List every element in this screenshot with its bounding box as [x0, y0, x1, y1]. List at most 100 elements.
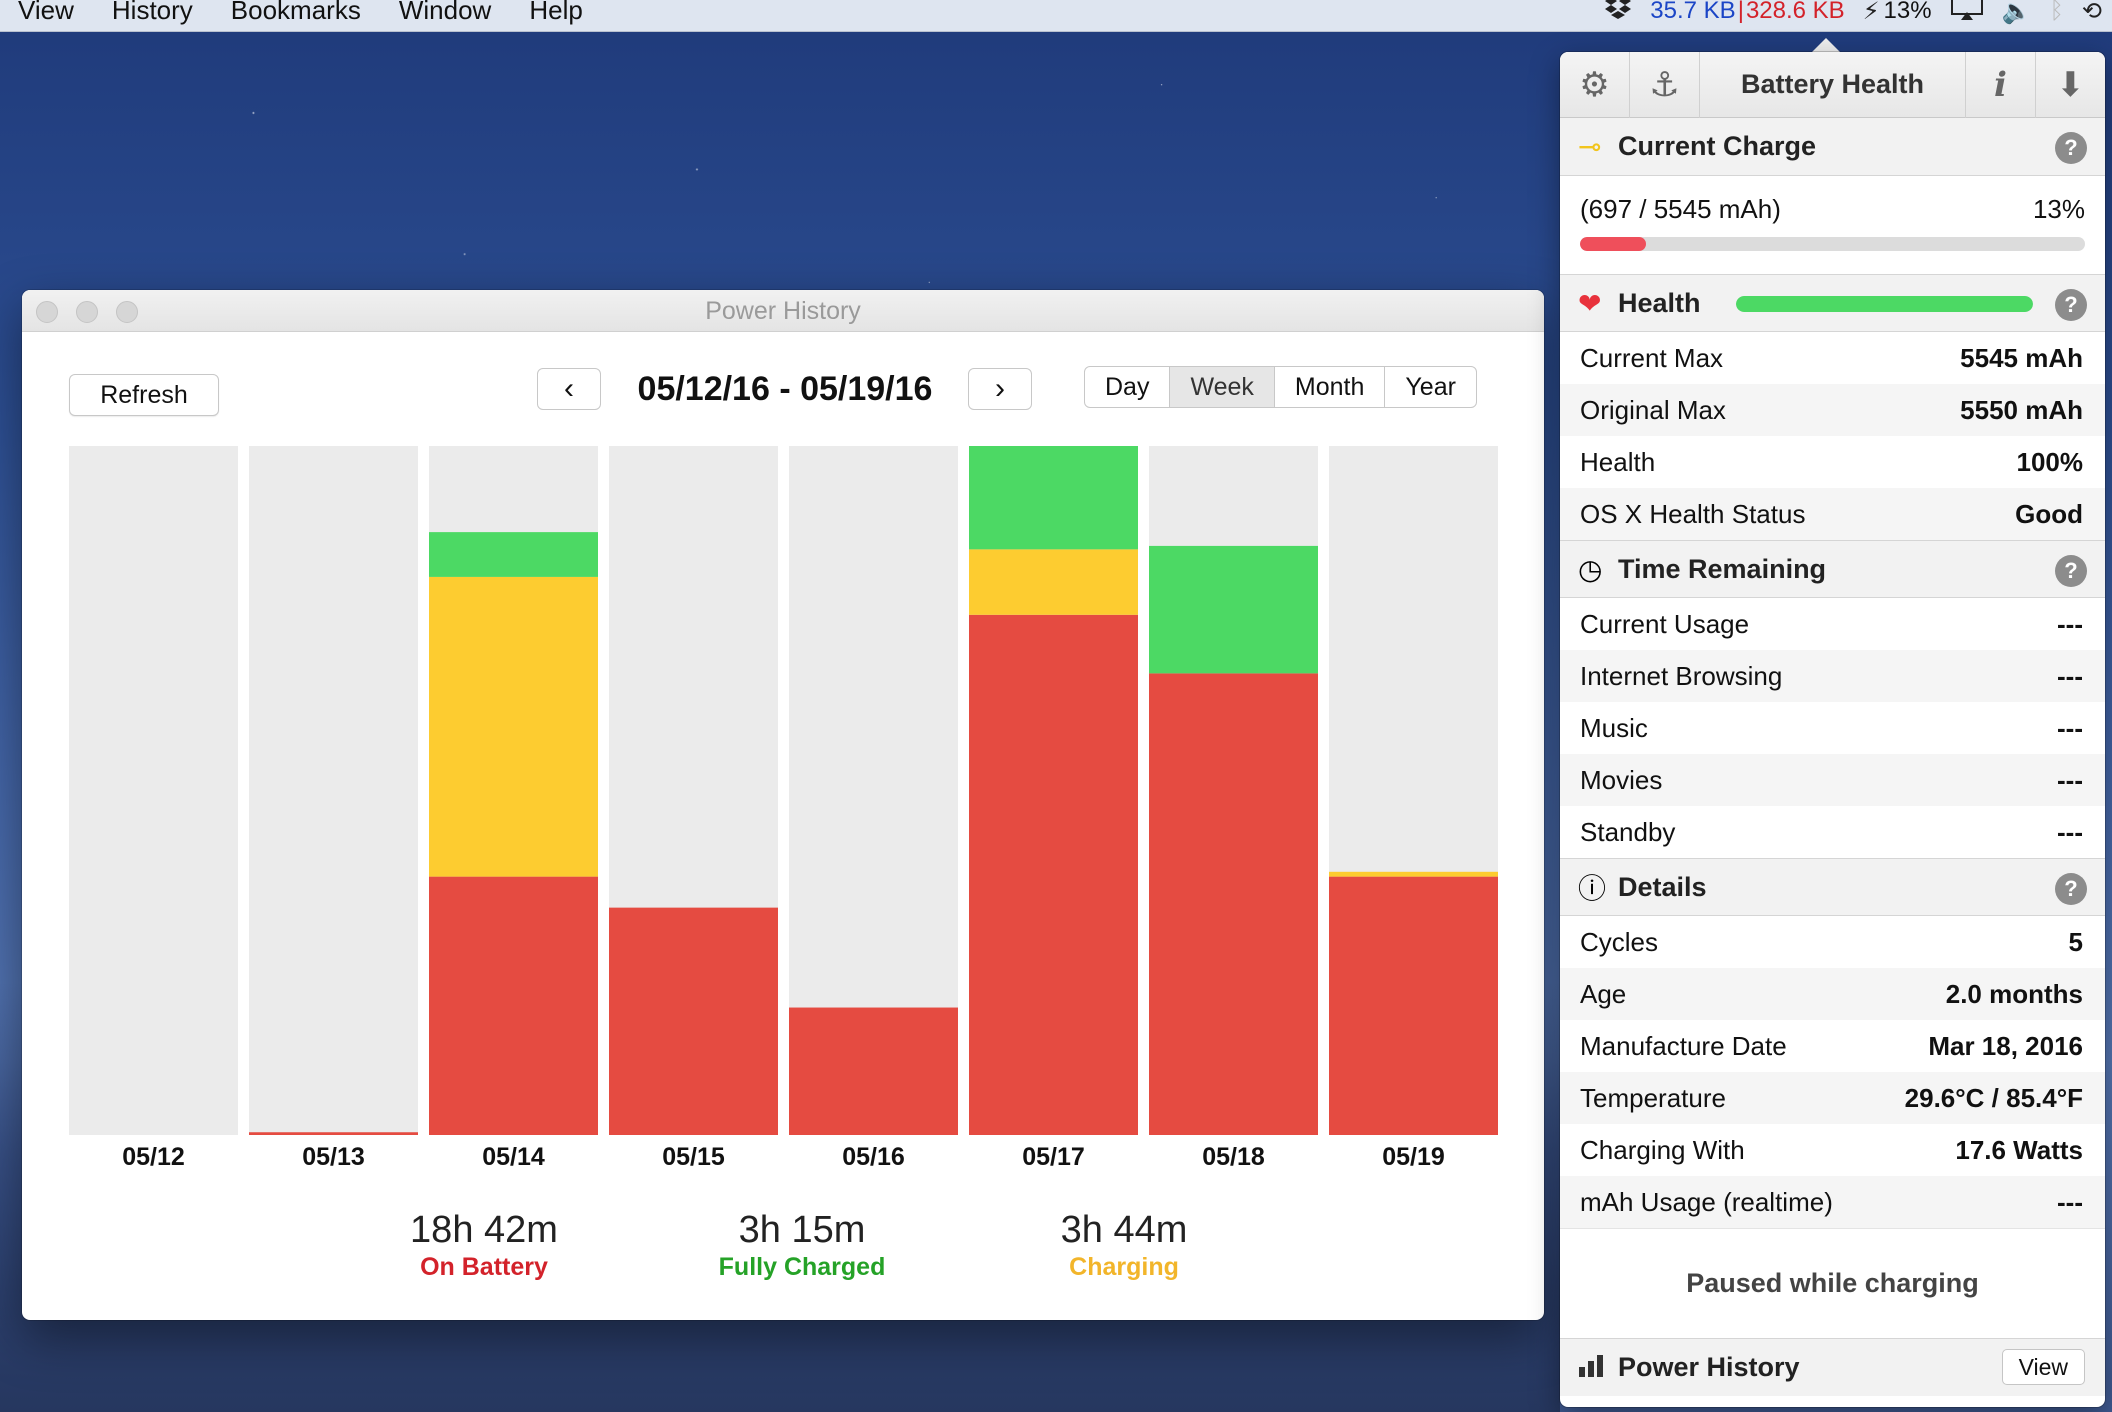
- help-icon[interactable]: ?: [2055, 555, 2087, 587]
- row-label: Original Max: [1580, 394, 1726, 425]
- row-value: 5: [2068, 926, 2083, 957]
- period-day[interactable]: Day: [1105, 373, 1150, 401]
- row-temperature: Temperature 29.6°C / 85.4°F: [1560, 1072, 2105, 1124]
- bluetooth-icon[interactable]: ᛒ: [2049, 0, 2064, 24]
- health-rows: Current Max 5545 mAh Original Max 5550 mAh…: [1560, 332, 2105, 540]
- heart-icon: ❤: [1578, 287, 1602, 319]
- bar-segment-fully-charged: [969, 446, 1138, 550]
- bar-segment-charging: [969, 549, 1138, 615]
- row-charging-with: Charging With 17.6 Watts: [1560, 1124, 2105, 1176]
- summary-duration: 3h 44m: [1060, 1209, 1188, 1251]
- row-value: 5550 mAh: [1960, 394, 2083, 425]
- menu-view[interactable]: View: [18, 0, 74, 25]
- menu-help[interactable]: Help: [529, 0, 583, 25]
- summary-duration: 18h 42m: [410, 1209, 558, 1251]
- bar-segment-on-battery: [969, 614, 1138, 1135]
- window-titlebar[interactable]: Power History: [22, 290, 1544, 332]
- x-tick-label: 05/16: [842, 1143, 905, 1171]
- row-current-usage: Current Usage ---: [1560, 598, 2105, 650]
- summary-fully-charged: 3h 15m Fully Charged: [652, 1208, 952, 1282]
- x-tick-label: 05/13: [302, 1143, 365, 1171]
- row-movies: Movies ---: [1560, 754, 2105, 806]
- zoom-button[interactable]: [116, 301, 138, 323]
- menu-bookmarks[interactable]: Bookmarks: [230, 0, 361, 25]
- minimize-button[interactable]: [76, 301, 98, 323]
- row-value: 100%: [2016, 446, 2084, 477]
- bar-segment-on-battery: [789, 1007, 958, 1135]
- info-icon[interactable]: i: [1965, 52, 2035, 118]
- row-label: Charging With: [1580, 1134, 1745, 1165]
- previous-range-button[interactable]: ‹: [537, 368, 601, 410]
- refresh-button[interactable]: Refresh: [69, 374, 219, 416]
- help-icon[interactable]: ?: [2055, 132, 2087, 164]
- view-power-history-button[interactable]: View: [2001, 1349, 2085, 1385]
- row-value: ---: [2057, 660, 2083, 691]
- bar-segment-on-battery: [429, 876, 598, 1135]
- bar-chart-icon: [1578, 1353, 1618, 1382]
- row-label: Manufacture Date: [1580, 1030, 1787, 1061]
- row-mah-usage: mAh Usage (realtime) ---: [1560, 1176, 2105, 1228]
- period-year[interactable]: Year: [1384, 367, 1476, 407]
- menu-history[interactable]: History: [111, 0, 193, 25]
- row-cycles: Cycles 5: [1560, 916, 2105, 968]
- period-selector: Day Week Month Year: [1084, 366, 1477, 408]
- bar-segment-on-battery: [1149, 673, 1318, 1135]
- bolt-icon[interactable]: ⚡: [1862, 0, 1880, 25]
- details-header: ⓘ Details ?: [1560, 858, 2105, 916]
- x-tick-label: 05/19: [1382, 1143, 1445, 1171]
- row-value: 29.6°C / 85.4°F: [1904, 1082, 2083, 1113]
- bar-segment-fully-charged: [1149, 545, 1318, 674]
- row-original-max: Original Max 5550 mAh: [1560, 384, 2105, 436]
- time-machine-icon[interactable]: ⟲: [2081, 0, 2102, 25]
- health-progress-fill: [1736, 296, 2033, 312]
- row-label: Current Max: [1580, 342, 1724, 373]
- row-label: Health: [1580, 446, 1656, 477]
- paused-message: Paused while charging: [1560, 1228, 2105, 1338]
- summary-on-battery: 18h 42m On Battery: [334, 1208, 634, 1282]
- battery-percent[interactable]: 13%: [1883, 0, 1932, 24]
- bar-segment-on-battery: [609, 907, 778, 1135]
- row-value: Mar 18, 2016: [1928, 1030, 2083, 1061]
- current-charge-header: ⊸ Current Charge ?: [1560, 118, 2105, 176]
- date-range-label: 05/12/16 - 05/19/16: [637, 370, 933, 408]
- power-history-footer: Power History View: [1560, 1338, 2105, 1396]
- close-button[interactable]: [36, 301, 58, 323]
- row-label: Music: [1580, 712, 1648, 743]
- x-tick-label: 05/15: [662, 1143, 725, 1171]
- row-label: Standby: [1580, 816, 1676, 847]
- network-separator: |: [1737, 0, 1744, 24]
- bar-segment-charging: [1329, 871, 1498, 877]
- gear-icon[interactable]: ⚙: [1560, 52, 1630, 118]
- next-range-button[interactable]: ›: [968, 368, 1032, 410]
- time-remaining-rows: Current Usage --- Internet Browsing --- Mu…: [1560, 598, 2105, 858]
- bar-background: [69, 446, 238, 1135]
- row-label: OS X Health Status: [1580, 498, 1806, 529]
- download-arrow-icon[interactable]: ⬇: [2035, 52, 2105, 118]
- row-os-health-status: OS X Health Status Good: [1560, 488, 2105, 540]
- volume-icon[interactable]: 🔈: [2001, 0, 2032, 25]
- menu-bar: View History Bookmarks Window Help 35.7 …: [0, 0, 2112, 32]
- row-value: ---: [2057, 608, 2083, 639]
- bar-segment-charging: [429, 576, 598, 877]
- row-standby: Standby ---: [1560, 806, 2105, 858]
- row-value: Good: [2015, 498, 2083, 529]
- anchor-icon[interactable]: ⚓: [1630, 52, 1700, 118]
- x-tick-label: 05/12: [122, 1143, 185, 1171]
- health-progress-bar: [1736, 296, 2033, 312]
- row-label: Movies: [1580, 764, 1663, 795]
- network-upload-rate[interactable]: 35.7 KB: [1650, 0, 1736, 24]
- power-history-chart: 05/12 05/13 05/14 05/15 05/16 05/17 05/18 05/19: [69, 446, 1498, 1171]
- power-history-window: Power History Refresh ‹ 05/12/16 - 05/19…: [22, 290, 1544, 1320]
- row-label: Temperature: [1580, 1082, 1726, 1113]
- dropbox-icon[interactable]: [1604, 0, 1632, 27]
- menu-window[interactable]: Window: [398, 0, 492, 25]
- popover-caret: [1810, 38, 1842, 54]
- period-week[interactable]: Week: [1169, 367, 1274, 407]
- help-icon[interactable]: ?: [2055, 289, 2087, 321]
- help-icon[interactable]: ?: [2055, 873, 2087, 905]
- time-remaining-header: ◷ Time Remaining ?: [1560, 540, 2105, 598]
- network-download-rate[interactable]: 328.6 KB: [1745, 0, 1845, 24]
- period-month[interactable]: Month: [1273, 367, 1384, 407]
- airplay-icon[interactable]: [1950, 0, 1984, 27]
- row-label: Current Usage: [1580, 608, 1750, 639]
